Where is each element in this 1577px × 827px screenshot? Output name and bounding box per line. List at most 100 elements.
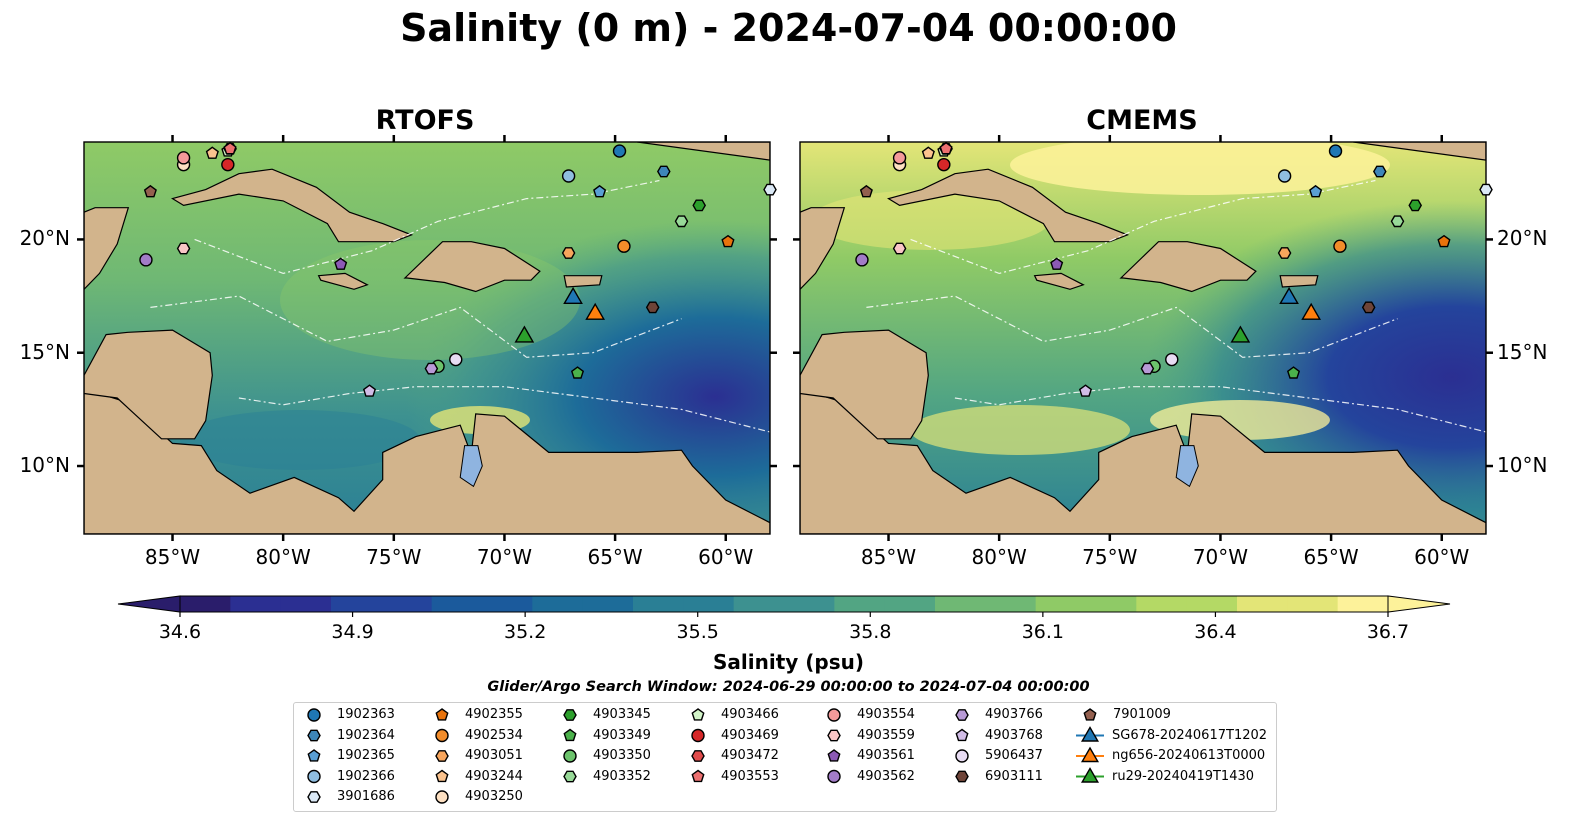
obs-marker-4903244 [205, 146, 219, 159]
colorbar-segment [532, 596, 584, 612]
land-polygon [84, 207, 130, 291]
obs-marker-SG678-20240617T1202 [1279, 286, 1299, 304]
colorbar-segment [1136, 596, 1188, 612]
land-polygon [887, 168, 1130, 243]
obs-marker-1902365 [1309, 184, 1323, 198]
land-polygon [84, 388, 770, 534]
legend-marker [955, 728, 969, 742]
search-window-caption: Glider/Argo Search Window: 2024-06-29 00… [487, 679, 1090, 695]
colorbar-segment [280, 596, 332, 612]
figure-title: Salinity (0 m) - 2024-07-04 00:00:00 [400, 6, 1177, 50]
land-polygon [800, 388, 1486, 534]
colorbar-segment [1287, 596, 1339, 612]
colorbar-segment [1035, 596, 1087, 612]
land-masses [84, 142, 770, 534]
observation-markers [855, 141, 1493, 397]
obs-marker-4903766 [1140, 362, 1155, 375]
land-polygon [1033, 272, 1085, 290]
eez-boundary [150, 295, 682, 358]
colorbar-tick-label: 35.8 [849, 621, 892, 643]
colorbar-tick-label: 36.4 [1194, 621, 1237, 643]
obs-marker-6903111 [1361, 301, 1376, 314]
legend-marker [691, 708, 705, 721]
colorbar-segment [582, 596, 634, 612]
legend-label: ng656-20240613T0000 [1112, 748, 1266, 763]
colorbar-tick-label: 36.7 [1366, 621, 1410, 643]
obs-marker-4903561 [334, 257, 348, 270]
legend-marker [691, 750, 705, 762]
eez-boundary [238, 386, 770, 433]
land-polygon [637, 142, 770, 161]
lat-tick-label-left: 15°N [19, 339, 70, 364]
legend-label: 1902365 [337, 748, 395, 763]
colorbar-extend-high [1387, 595, 1451, 613]
lon-tick-label: 80°W [255, 545, 311, 569]
colorbar-segment [180, 596, 231, 612]
obs-marker-4903554 [892, 151, 907, 165]
land-polygon [563, 275, 603, 288]
panel-title-rtofs: RTOFS [375, 105, 475, 136]
land-polygon [1119, 241, 1257, 293]
obs-marker-1902364 [1372, 165, 1387, 178]
colorbar-segment [733, 596, 785, 612]
legend-label: 5906437 [985, 748, 1043, 763]
land-polygon [800, 329, 929, 440]
legend-label: 4903349 [593, 727, 651, 743]
obs-marker-4903553 [223, 141, 237, 155]
obs-marker-4903349 [1286, 366, 1301, 379]
colorbar-tick-label: 35.5 [676, 621, 719, 643]
obs-marker-4903345 [692, 199, 707, 212]
obs-marker-4903469 [937, 157, 951, 172]
obs-marker-1902363 [612, 144, 627, 158]
colorbar-segment [784, 596, 835, 612]
legend-marker [955, 749, 969, 763]
legend-label: 4903466 [721, 707, 779, 722]
legend-marker [827, 708, 841, 722]
obs-marker-1902364 [656, 165, 671, 178]
obs-marker-1902366 [1277, 169, 1292, 183]
panel-title-cmems: CMEMS [1086, 105, 1198, 136]
legend-marker [1083, 708, 1097, 721]
colorbar-segment [482, 596, 533, 612]
legend-marker [827, 769, 841, 784]
colorbar-segment [1086, 596, 1137, 612]
obs-marker-4903562 [139, 253, 153, 267]
lon-tick-label: 70°W [476, 545, 533, 569]
obs-marker-6903111 [645, 301, 660, 314]
land-polygon [84, 329, 213, 440]
observation-markers [139, 141, 777, 397]
land-polygon [1353, 142, 1486, 161]
legend-label: 4903345 [593, 707, 651, 722]
map-panel-rtofs [77, 135, 777, 541]
legend-marker [307, 708, 321, 722]
legend-marker [307, 749, 321, 762]
colorbar [117, 595, 1451, 617]
legend-label: 1902366 [337, 768, 395, 784]
eez-boundary [954, 386, 1486, 433]
legend-label: 4903051 [465, 748, 523, 763]
colorbar-segment [1186, 596, 1238, 612]
lon-tick-label: 85°W [860, 545, 917, 569]
obs-marker-4903469 [221, 157, 235, 172]
lon-tick-label: 70°W [1192, 545, 1249, 569]
legend-label: 4902534 [465, 727, 523, 743]
land-polygon [800, 207, 846, 291]
legend-marker [435, 708, 449, 721]
lon-tick-label: 80°W [971, 545, 1027, 569]
legend-marker [435, 750, 449, 762]
colorbar-segment [230, 596, 282, 612]
legend-label: 1902363 [337, 707, 395, 722]
legend-marker [307, 729, 321, 742]
land-polygon [1279, 275, 1319, 288]
colorbar-label: Salinity (psu) [712, 650, 864, 674]
legend-label: 4903250 [465, 789, 523, 804]
obs-marker-4903244 [921, 146, 935, 159]
colorbar-tick-label: 35.2 [503, 621, 547, 643]
obs-marker-ru29-20240419T1430 [1230, 325, 1251, 343]
legend-marker [563, 770, 577, 783]
legend-marker [827, 729, 841, 742]
obs-marker-4903051 [1277, 247, 1292, 259]
obs-marker-4903349 [570, 366, 585, 379]
legend-label: 7901009 [1113, 707, 1171, 722]
